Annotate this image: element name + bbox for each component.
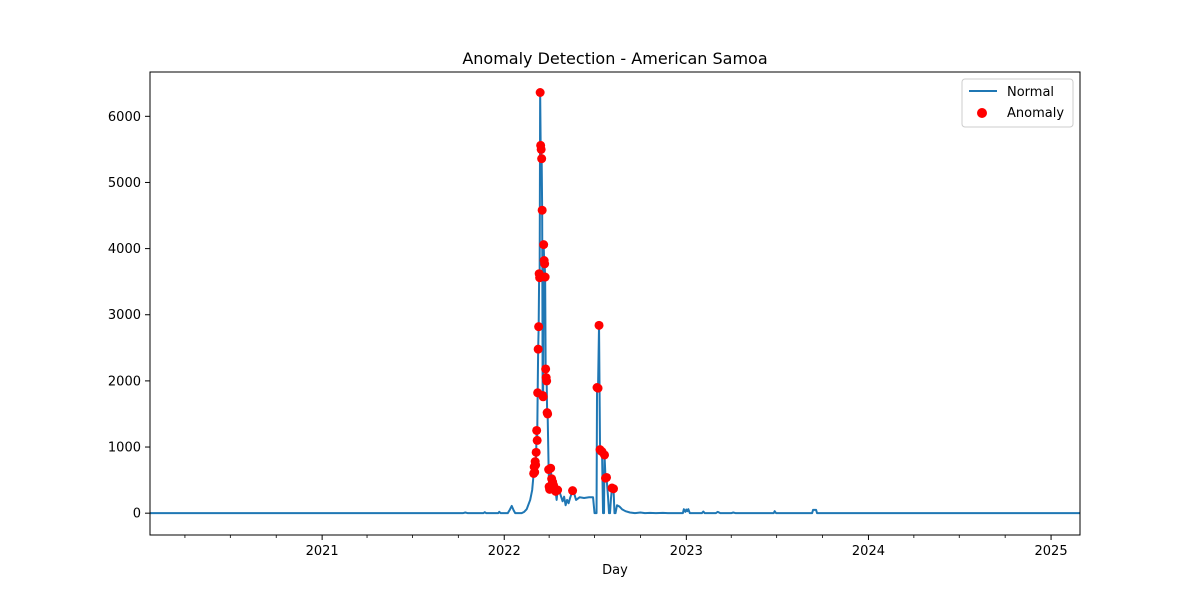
anomaly-point [609,484,618,494]
anomaly-point [553,485,563,495]
y-tick-label: 5000 [108,176,141,191]
anomaly-point [531,460,541,470]
anomaly-point [532,435,542,445]
anomaly-point [542,376,552,386]
chart-title: Anomaly Detection - American Samoa [462,49,767,68]
normal-series-line [150,91,1080,515]
anomaly-point [539,240,549,250]
legend-anomaly-dot [977,108,987,118]
y-tick-label: 0 [133,507,141,522]
legend-normal-label: Normal [1007,85,1054,100]
y-axis: 0 1000 2000 3000 4000 5000 6000 [108,110,150,522]
y-tick-label: 3000 [108,308,141,323]
anomaly-point [594,320,604,330]
legend-anomaly-label: Anomaly [1007,106,1064,121]
anomaly-point [546,463,556,473]
anomaly-point [538,392,548,402]
anomaly-point [541,364,551,374]
anomaly-series-points [529,88,618,496]
x-tick-label: 2025 [1035,544,1068,559]
x-axis: 2021 2022 2023 2024 2025 [184,535,1068,559]
x-tick-label: 2023 [670,544,703,559]
anomaly-point [533,344,543,354]
x-tick-label: 2022 [488,544,521,559]
anomaly-point [568,486,578,496]
y-tick-label: 2000 [108,374,141,389]
anomaly-point [540,272,550,282]
plot-area [150,88,1080,515]
x-tick-label: 2024 [852,544,885,559]
anomaly-point [536,144,546,154]
plot-frame [149,71,1081,536]
anomaly-point [593,383,603,393]
anomaly-point [602,472,612,482]
anomaly-point [535,88,545,97]
anomaly-point [543,409,553,419]
anomaly-point [534,322,544,332]
anomaly-point [530,467,540,477]
anomaly-point [537,154,547,164]
x-tick-label: 2021 [306,544,339,559]
anomaly-point [531,447,541,457]
y-tick-label: 4000 [108,242,141,257]
anomaly-point [600,450,610,460]
x-axis-label: Day [602,563,628,578]
legend: Normal Anomaly [961,78,1074,128]
anomaly-point [537,205,547,215]
y-tick-label: 6000 [108,110,141,125]
anomaly-point [540,259,550,269]
y-tick-label: 1000 [108,441,141,456]
anomaly-point [532,425,542,435]
